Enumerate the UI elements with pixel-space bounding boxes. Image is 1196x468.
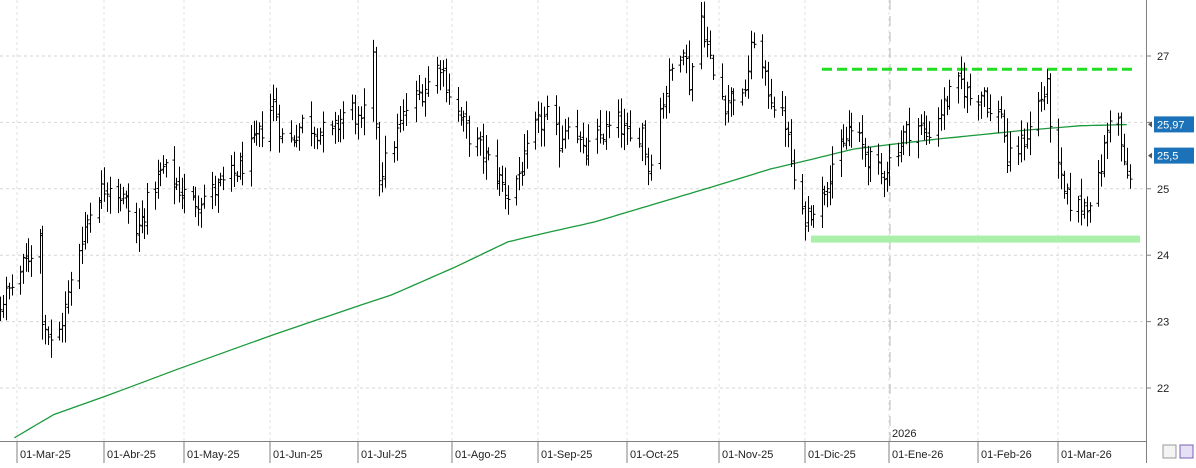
x-tick-label: 01-Nov-25 (722, 449, 773, 461)
x-tick-label: 01-May-25 (187, 449, 240, 461)
support-resistance-layer (811, 67, 1140, 243)
x-tick-label: 01-Abr-25 (107, 449, 156, 461)
y-tick-label: 25 (1157, 184, 1169, 196)
x-tick-label: 01-Oct-25 (630, 449, 679, 461)
corner-box-icon (1162, 444, 1177, 459)
x-axis-background (0, 441, 1146, 463)
x-tick-label: 01-Sep-25 (541, 449, 592, 461)
y-tick-label: 22 (1157, 383, 1169, 395)
ohlc-bars (0, 1, 1133, 358)
price-tag-box (1154, 147, 1194, 164)
y-axis-background (1146, 0, 1196, 463)
x-tick-label: 01-Mar-26 (1061, 449, 1112, 461)
price-tag-label: 25,97 (1157, 119, 1185, 131)
plot-background (0, 0, 1146, 441)
x-tick-label: 01-Jun-25 (273, 449, 323, 461)
support-zone (811, 235, 1140, 243)
y-tick-label: 24 (1157, 250, 1169, 262)
year-label: 2026 (892, 428, 916, 440)
corner-widgets (1162, 444, 1194, 459)
moving-average-line (14, 123, 1127, 439)
x-tick-label: 01-Ago-25 (455, 449, 506, 461)
price-tag-arrow (1148, 152, 1152, 159)
x-tick-label: 01-Feb-26 (981, 449, 1032, 461)
moving-average-layer (14, 123, 1127, 439)
year-marker: 2026 (889, 0, 916, 441)
y-tick-label: 27 (1157, 51, 1169, 63)
grid (0, 0, 1146, 441)
price-tag-arrow (1148, 121, 1152, 128)
price-tags: 25,97 25,5 (1148, 116, 1194, 164)
y-tick-label: 23 (1157, 317, 1169, 329)
price-tag-box (1154, 116, 1194, 133)
x-tick-label: 01-Dic-25 (808, 449, 856, 461)
price-tag-label: 25,5 (1157, 151, 1178, 163)
x-tick-label: 01-Ene-26 (892, 449, 943, 461)
x-tick-label: 01-Jul-25 (361, 449, 407, 461)
zoom-icon (1179, 444, 1194, 459)
x-tick-label: 01-Mar-25 (20, 449, 71, 461)
